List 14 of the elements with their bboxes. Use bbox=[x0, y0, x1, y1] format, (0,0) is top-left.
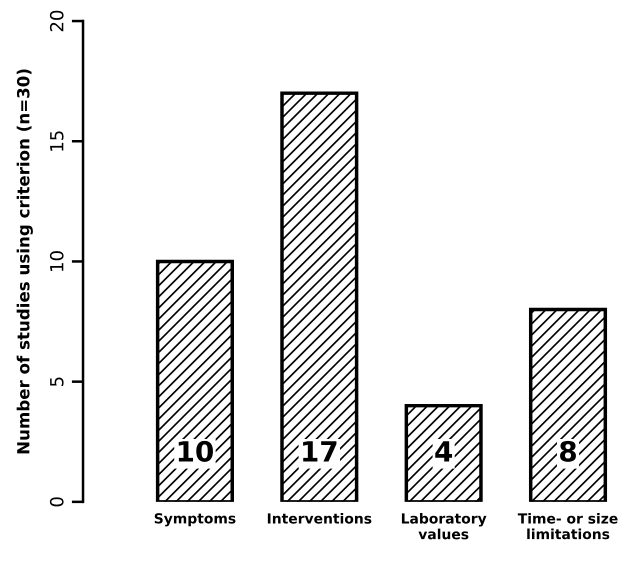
y-tick-label: 5 bbox=[50, 377, 64, 386]
data-label: 8 bbox=[560, 440, 576, 462]
x-tick-label: Interventions bbox=[268, 512, 372, 524]
y-tick-label: 10 bbox=[50, 251, 64, 271]
y-tick-label: 0 bbox=[50, 497, 64, 506]
data-label: 10 bbox=[178, 440, 213, 462]
data-label: 17 bbox=[303, 441, 336, 462]
x-tick-label: Time- or size limitations bbox=[518, 512, 618, 540]
y-tick-label: 20 bbox=[50, 10, 64, 32]
x-tick-label: Laboratory values bbox=[402, 512, 486, 540]
x-tick-label: Symptoms bbox=[154, 513, 236, 526]
y-tick-label: 15 bbox=[50, 131, 64, 151]
y-axis-title: Number of studies using criterion (n=30) bbox=[16, 69, 33, 454]
data-label: 4 bbox=[435, 441, 452, 462]
